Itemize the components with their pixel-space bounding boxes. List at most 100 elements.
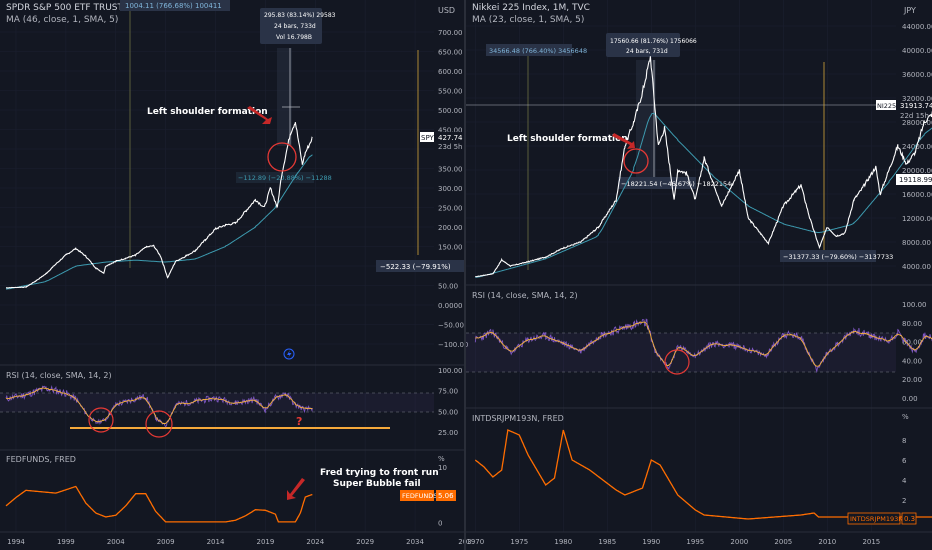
spy-year-tick-5: 2019 — [256, 538, 274, 546]
nikkei-rate-label: INTDSRJPM193N, FRED — [472, 414, 564, 423]
nikkei-symbol-badge: NI225 — [877, 102, 896, 110]
rate-badge-value-box — [901, 512, 917, 525]
nikkei-rsi-ma-line — [475, 321, 932, 367]
nikkei-countdown: 22d 15h — [900, 112, 929, 120]
nikkei-rsi-tick-0: 100.00 — [902, 301, 927, 309]
spy-price-tick-11: 150.00 — [438, 244, 463, 252]
nikkei-rate-tick-4: 2 — [902, 497, 906, 505]
fed-badge-value-box — [436, 490, 456, 501]
spy-ma-line — [5, 154, 313, 290]
spy-symbol-badge-box — [420, 132, 434, 142]
spy-rsi-axis[interactable]: 100.00 75.00 50.00 25.00 — [438, 367, 463, 437]
spy-chart[interactable]: SPDR S&P 500 ETF TRUST, 1M, Arca MA (46,… — [0, 0, 472, 546]
nikkei-price-tick-9: 8000.00 — [902, 239, 931, 247]
spy-countdown: 23d 5h — [438, 143, 462, 151]
rate-badge-value: 0.3 — [904, 515, 915, 523]
spy-question-mark: ? — [296, 415, 302, 428]
nikkei-currency: JPY — [903, 6, 916, 15]
nikkei-arrow-icon — [612, 133, 635, 149]
spy-year-tick-7: 2029 — [356, 538, 374, 546]
spy-measure-range — [277, 48, 292, 146]
nikkei-ma-line — [475, 113, 932, 278]
nikkei-title: Nikkei 225 Index, 1M, TVC — [472, 3, 590, 13]
nikkei-price-tick-0: 44000.00 — [902, 23, 932, 31]
spy-year-tick-2: 2004 — [107, 538, 125, 546]
nikkei-year-tick-1: 1975 — [510, 538, 528, 546]
spy-last-price: 427.74 — [438, 134, 463, 142]
nikkei-chart[interactable]: Nikkei 225 Index, 1M, TVC MA (23, close,… — [466, 0, 932, 546]
rate-badge-label: INTDSRJPM193N — [850, 515, 903, 523]
nikkei-year-tick-3: 1985 — [598, 538, 616, 546]
nikkei-year-tick-0: 1970 — [466, 538, 484, 546]
spy-drop: −112.89 (−20.88%) −11288 — [238, 174, 332, 182]
spy-measure-box — [260, 8, 322, 44]
nikkei-rate-tick-1: 8 — [902, 437, 906, 445]
spy-rsi-tick-2: 50.00 — [438, 408, 458, 416]
nikkei-price-tick-1: 40000.00 — [902, 47, 932, 55]
spy-measure-line-1: 295.83 (83.14%) 29583 — [264, 12, 336, 19]
nikkei-rsi-tick-1: 80.00 — [902, 320, 922, 328]
nikkei-rsi-tick-5: 0.00 — [902, 395, 918, 403]
spy-price-tick-7: 350.00 — [438, 166, 463, 174]
spy-last-box — [436, 132, 464, 152]
nikkei-close-badge: 19118.99 — [899, 176, 932, 184]
spy-price-tick-1: 650.00 — [438, 49, 463, 57]
nikkei-rate-axis[interactable]: % 8 6 4 2 — [902, 413, 909, 505]
nikkei-price-line — [475, 56, 932, 278]
nikkei-rsi-tick-4: 20.00 — [902, 376, 922, 384]
nikkei-year-tick-5: 1995 — [686, 538, 704, 546]
spy-big-drop: −522.33 (−79.91%) — [380, 263, 451, 271]
spy-big-drop-box — [376, 260, 464, 272]
nikkei-year-tick-9: 2015 — [862, 538, 880, 546]
nikkei-measure-top-box — [486, 44, 572, 56]
nikkei-left-shoulder-note: Left shoulder formation — [507, 134, 628, 144]
nikkei-big-drop: −31377.33 (−79.60%) −3137733 — [783, 253, 893, 261]
nikkei-rsi-axis[interactable]: 100.00 80.00 60.00 40.00 20.00 0.00 — [902, 301, 927, 403]
nikkei-measure-line-1: 17560.66 (81.76%) 1756066 — [610, 38, 697, 45]
spy-price-tick-15: −50.00 — [438, 322, 464, 330]
spy-price-tick-5: 450.00 — [438, 127, 463, 135]
spy-price-tick-10: 200.00 — [438, 224, 463, 232]
spy-year-tick-4: 2014 — [207, 538, 225, 546]
nikkei-circle-annotation — [623, 148, 649, 174]
spy-symbol-badge: SPY — [421, 134, 435, 142]
spy-price-tick-2: 600.00 — [438, 68, 463, 76]
nikkei-price-tick-10: 4000.00 — [902, 263, 931, 271]
spy-year-tick-0: 1994 — [7, 538, 25, 546]
lightning-icon[interactable] — [283, 348, 295, 360]
nikkei-price-tick-2: 36000.00 — [902, 71, 932, 79]
spy-rsi-label: RSI (14, close, SMA, 14, 2) — [6, 371, 112, 380]
spy-price-tick-9: 250.00 — [438, 205, 463, 213]
nikkei-time-axis[interactable]: 1970 1975 1980 1985 1990 1995 2000 2005 2010 2015 — [466, 538, 880, 546]
nikkei-price-tick-7: 16000.00 — [902, 191, 932, 199]
nikkei-price-tick-8: 12000.00 — [902, 215, 932, 223]
nikkei-rsi-tick-3: 40.00 — [902, 357, 922, 365]
spy-year-tick-3: 2009 — [157, 538, 175, 546]
spy-left-shoulder-note: Left shoulder formation — [147, 107, 268, 117]
fred-note-line-2: Super Bubble fail — [333, 479, 421, 489]
spy-measure-top-box — [120, 0, 230, 11]
nikkei-rsi-tick-2: 60.00 — [902, 339, 922, 347]
spy-measure-line-2: 24 bars, 733d — [274, 23, 316, 30]
fred-note-line-1: Fred trying to front run — [320, 468, 439, 478]
nikkei-symbol-badge-box — [876, 100, 896, 110]
rate-badge-box — [847, 512, 901, 525]
nikkei-close-badge-box — [896, 174, 932, 185]
nikkei-rsi-label: RSI (14, close, SMA, 14, 2) — [472, 291, 578, 300]
nikkei-price-tick-6: 20000.00 — [902, 167, 932, 175]
spy-grid — [0, 0, 466, 532]
spy-rsi-circle-2 — [145, 410, 173, 438]
nikkei-rate-tick-3: 4 — [902, 477, 907, 485]
nikkei-price-tick-3: 32000.00 — [902, 95, 932, 103]
spy-rsi-tick-1: 75.00 — [438, 388, 458, 396]
spy-year-tick-1: 1999 — [57, 538, 75, 546]
spy-price-tick-14: 0.0000 — [438, 302, 463, 310]
spy-price-tick-8: 300.00 — [438, 185, 463, 193]
fed-badge-box — [400, 490, 434, 501]
nikkei-year-tick-4: 1990 — [642, 538, 660, 546]
nikkei-rate-tick-0: % — [902, 413, 909, 421]
spy-fed-label: FEDFUNDS, FRED — [6, 455, 76, 464]
spy-year-tick-8: 2034 — [406, 538, 424, 546]
nikkei-price-tick-4: 28000.00 — [902, 119, 932, 127]
nikkei-ma-label: MA (23, close, 1, SMA, 5) — [472, 15, 584, 25]
